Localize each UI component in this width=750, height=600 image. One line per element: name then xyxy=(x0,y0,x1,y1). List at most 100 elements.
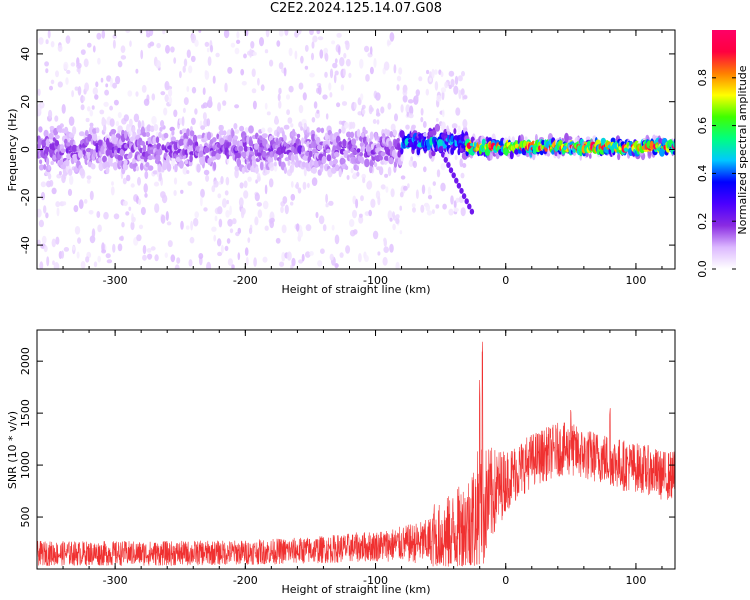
spectrogram-cell xyxy=(352,209,357,219)
spectrogram-cell xyxy=(243,190,249,199)
spectrogram-cell xyxy=(113,213,120,220)
spectrogram-cell xyxy=(345,58,351,67)
spectrogram-cell xyxy=(266,111,271,116)
spectrogram-xtick-label: -200 xyxy=(233,274,258,287)
spectrogram-cell xyxy=(333,73,337,84)
spectrogram-cell xyxy=(240,68,245,76)
spectrogram-cell xyxy=(369,131,374,140)
spectrogram-cell xyxy=(225,210,230,218)
spectrogram-cell xyxy=(359,152,364,157)
spectrogram-cell xyxy=(84,82,89,92)
spectrogram-cell xyxy=(130,183,135,188)
snr-ytick-label: 500 xyxy=(19,507,32,528)
spectrogram-cell xyxy=(37,239,41,246)
spectrogram-cell xyxy=(431,68,435,79)
spectrogram-cell xyxy=(339,57,345,67)
spectrogram-cell xyxy=(446,162,451,168)
spectrogram-cell xyxy=(141,84,147,93)
spectrogram-cell xyxy=(363,130,368,134)
spectrogram-cell xyxy=(427,194,433,200)
spectrogram-cell xyxy=(260,84,265,91)
spectrogram-cell xyxy=(408,113,414,119)
spectrogram-cell xyxy=(50,79,55,85)
spectrogram-cell xyxy=(76,251,80,259)
spectrogram-cell xyxy=(296,223,300,232)
spectrogram-cell xyxy=(297,187,302,194)
spectrogram-cell xyxy=(383,237,387,243)
spectrogram-cell xyxy=(109,118,115,127)
spectrogram-cell xyxy=(105,253,111,259)
spectrogram-cell xyxy=(203,207,208,212)
spectrogram-cell xyxy=(269,220,275,229)
spectrogram-cell xyxy=(238,197,244,208)
spectrogram-cell xyxy=(54,140,60,147)
spectrogram-cell xyxy=(144,193,148,198)
spectrogram-cell xyxy=(138,198,141,205)
spectrogram-cell xyxy=(227,134,233,143)
spectrogram-cell xyxy=(440,71,444,78)
spectrogram-cell xyxy=(301,253,305,262)
spectrogram-cell xyxy=(125,30,131,34)
spectrogram-cell xyxy=(168,96,173,105)
snr-ytick-label: 1000 xyxy=(19,451,32,479)
spectrogram-cell xyxy=(418,76,423,82)
spectrogram-cell xyxy=(376,119,380,125)
spectrogram-cell xyxy=(157,163,162,173)
spectrogram-cell xyxy=(158,131,162,139)
spectrogram-cell xyxy=(99,109,105,115)
spectrogram-cell xyxy=(423,166,427,173)
spectrogram-cell xyxy=(77,86,82,96)
spectrogram-cell xyxy=(268,178,274,188)
spectrogram-cell xyxy=(123,143,129,149)
spectrogram-cell xyxy=(55,70,59,78)
spectrogram-cell xyxy=(182,148,186,156)
spectrogram-cell xyxy=(334,263,339,268)
spectrogram-cell xyxy=(448,208,454,216)
spectrogram-cell xyxy=(364,45,370,53)
spectrogram-cell xyxy=(232,218,237,225)
spectrogram-cell xyxy=(392,129,397,137)
spectrogram-cell xyxy=(61,104,66,114)
spectrogram-cell xyxy=(296,138,300,145)
spectrogram-cell xyxy=(368,209,373,217)
spectrogram-cell xyxy=(431,129,437,136)
spectrogram-cell xyxy=(342,138,347,148)
spectrogram-cell xyxy=(325,193,328,204)
spectrogram-cell xyxy=(217,206,223,215)
spectrogram-cell xyxy=(63,61,69,70)
spectrogram-cell xyxy=(71,144,78,152)
spectrogram-cell xyxy=(226,238,231,244)
spectrogram-cell xyxy=(282,196,288,204)
spectrogram-cell xyxy=(224,82,228,93)
spectrogram-cell xyxy=(672,150,675,155)
spectrogram-cell xyxy=(60,148,66,154)
spectrogram-cell xyxy=(420,108,424,116)
spectrogram-cell xyxy=(456,182,462,189)
spectrogram-cell xyxy=(173,57,177,64)
spectrogram-cell xyxy=(215,52,220,58)
spectrogram-cell xyxy=(341,158,346,164)
spectrogram-cell xyxy=(311,41,315,49)
spectrogram-cell xyxy=(83,199,88,204)
spectrogram-cell xyxy=(60,250,65,259)
spectrogram-cell xyxy=(51,187,57,195)
spectrogram-cell xyxy=(283,124,290,130)
spectrogram-cell xyxy=(50,41,55,48)
spectrogram-cell xyxy=(37,88,41,97)
spectrogram-cell xyxy=(188,144,194,152)
spectrogram-cell xyxy=(305,224,312,232)
spectrogram-cell xyxy=(46,157,50,166)
spectrogram-cell xyxy=(133,113,140,123)
spectrogram-cell xyxy=(450,147,455,155)
spectrogram-cell xyxy=(425,88,429,96)
spectrogram-cell xyxy=(256,202,262,207)
spectrogram-cell xyxy=(459,158,463,168)
spectrogram-cell xyxy=(106,75,112,82)
spectrogram-cell xyxy=(283,67,287,77)
spectrogram-cell xyxy=(143,98,150,106)
spectrogram-cell xyxy=(170,136,176,142)
spectrogram-cell xyxy=(331,40,336,45)
spectrogram-cell xyxy=(411,203,416,208)
spectrogram-cell xyxy=(95,81,99,88)
spectrogram-cell xyxy=(346,175,350,180)
